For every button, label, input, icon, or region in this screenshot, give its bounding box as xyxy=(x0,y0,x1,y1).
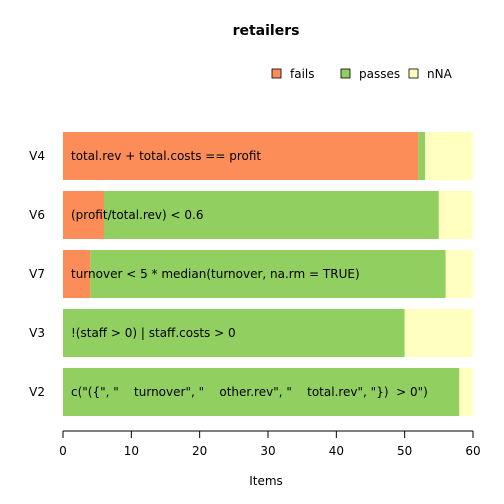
bar-passes-V6 xyxy=(104,191,439,239)
bar-passes-V7 xyxy=(90,250,446,298)
x-tick-label: 50 xyxy=(397,444,412,458)
category-label: V4 xyxy=(29,149,45,163)
x-tick-label: 20 xyxy=(192,444,207,458)
legend: fails passes nNA xyxy=(271,67,453,81)
x-tick-label: 40 xyxy=(329,444,344,458)
bar-nNA-V3 xyxy=(404,309,473,357)
bar-label: (profit/total.rev) < 0.6 xyxy=(71,208,203,222)
legend-label-fails: fails xyxy=(290,67,315,81)
bar-label: turnover < 5 * median(turnover, na.rm = … xyxy=(71,267,360,281)
x-tick-label: 10 xyxy=(124,444,139,458)
bar-nNA-V7 xyxy=(445,250,473,298)
bar-passes-V4 xyxy=(418,132,426,180)
x-tick-label: 0 xyxy=(59,444,67,458)
bar-label: c("({", " turnover", " other.rev", " tot… xyxy=(71,385,428,399)
bar-passes-V3 xyxy=(63,309,405,357)
legend-swatch-passes xyxy=(340,68,351,79)
legend-swatch-nNA xyxy=(408,68,419,79)
bars: V2 c("({", " turnover", " other.rev", " t… xyxy=(29,132,473,416)
bar-passes-V2 xyxy=(63,368,460,416)
bar-fails-V7 xyxy=(63,250,91,298)
category-label: V6 xyxy=(29,208,45,222)
legend-swatch-fails xyxy=(271,68,282,79)
bar-nNA-V6 xyxy=(438,191,473,239)
chart-title: retailers xyxy=(233,23,300,39)
category-label: V7 xyxy=(29,267,45,281)
bar-nNA-V2 xyxy=(459,368,473,416)
category-label: V2 xyxy=(29,385,45,399)
bar-fails-V4 xyxy=(63,132,419,180)
x-tick-label: 60 xyxy=(465,444,480,458)
x-tick-label: 30 xyxy=(260,444,275,458)
legend-label-nNA: nNA xyxy=(427,67,453,81)
x-axis-label: Items xyxy=(249,474,283,488)
bar-nNA-V4 xyxy=(425,132,473,180)
bar-fails-V6 xyxy=(63,191,104,239)
category-label: V3 xyxy=(29,326,45,340)
legend-label-passes: passes xyxy=(359,67,400,81)
bar-label: total.rev + total.costs == profit xyxy=(71,149,261,163)
x-axis: 0 10 20 30 40 50 60 xyxy=(59,430,481,458)
bar-label: !(staff > 0) | staff.costs > 0 xyxy=(71,326,236,340)
